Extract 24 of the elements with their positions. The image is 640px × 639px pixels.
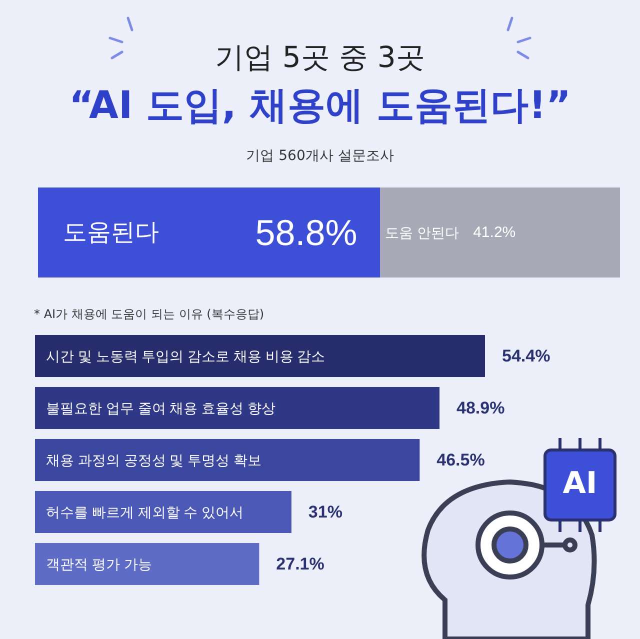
data-label: 46.5% (436, 450, 485, 470)
series-label: 도움 안된다 (385, 224, 460, 240)
chart-title: 기업 5곳 중 3곳 (214, 39, 426, 76)
y-tick-label: 허수를 빠르게 제외할 수 있어서 (46, 504, 244, 520)
bar (35, 543, 260, 585)
y-tick-label: 시간 및 노동력 투입의 감소로 채용 비용 감소 (46, 348, 326, 364)
bar (35, 335, 485, 377)
data-label: 41.2% (473, 224, 516, 241)
bar (35, 491, 292, 533)
chart-subtitle: “AI 도입, 채용에 도움된다!” (68, 82, 572, 129)
data-label: 58.8% (255, 212, 358, 253)
text: AI (562, 466, 598, 501)
y-tick-label: 채용 과정의 공정성 및 투명성 확보 (46, 452, 262, 468)
series-label: 도움된다 (63, 219, 159, 246)
data-label: 54.4% (502, 346, 550, 366)
text: 기업 560개사 설문조사 (245, 147, 395, 165)
chart-title: * AI가 채용에 도움이 되는 이유 (복수응답) (34, 306, 264, 323)
bar (35, 387, 440, 429)
bar (35, 439, 420, 481)
data-label: 48.9% (456, 398, 505, 418)
data-label: 27.1% (276, 554, 324, 574)
y-tick-label: 객관적 평가 가능 (46, 556, 152, 572)
data-label: 31% (308, 502, 342, 522)
y-tick-label: 불필요한 업무 줄여 채용 효율성 향상 (46, 400, 276, 416)
